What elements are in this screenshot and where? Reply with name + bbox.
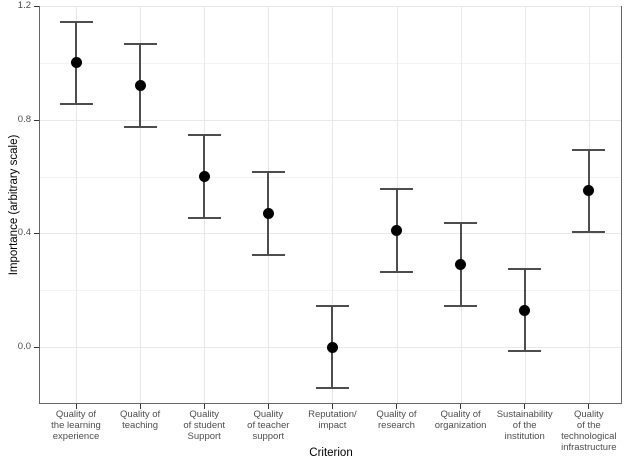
x-category-label: Quality of teaching	[120, 409, 160, 431]
error-bar-cap-bottom	[508, 350, 542, 353]
x-tick-mark	[588, 404, 590, 409]
x-category-label: Quality of the technological infrastructure	[561, 409, 616, 453]
x-category-label-line: Support	[187, 431, 221, 442]
x-category-label-line: Quality	[253, 409, 284, 420]
error-bar-cap-bottom	[123, 125, 157, 128]
x-category-label-line: Quality of	[376, 409, 417, 420]
gridline-x-major	[332, 7, 334, 403]
x-category-label-line: of the	[576, 420, 601, 431]
y-axis-title: Importance (arbitrary scale)	[8, 134, 20, 276]
x-tick-mark	[524, 404, 526, 409]
error-bar-cap-bottom	[380, 270, 413, 273]
data-point	[134, 80, 146, 92]
data-point	[519, 304, 531, 316]
y-tick-label: 1.2	[17, 0, 31, 11]
x-category-label-line: Reputation/	[308, 409, 357, 420]
x-category-label-line: teaching	[122, 420, 159, 431]
gridline-x-major	[524, 7, 526, 403]
x-category-label-line: of student	[183, 420, 226, 431]
gridline-y-minor	[40, 290, 621, 292]
error-bar-cap-top	[572, 148, 606, 151]
x-category-label-line: support	[252, 431, 285, 442]
gridline-y-major	[40, 233, 621, 235]
error-bar-cap-top	[508, 267, 542, 270]
error-bar-cap-top	[59, 20, 93, 23]
error-bar-cap-top	[251, 171, 285, 174]
x-tick-mark	[139, 404, 141, 409]
x-category-label: Quality of organization	[435, 409, 487, 431]
data-point	[326, 341, 338, 353]
x-tick-mark	[331, 404, 333, 409]
x-category-label: Quality of research	[376, 409, 416, 431]
gridline-y-minor	[40, 176, 621, 178]
error-bar-cap-top	[444, 222, 478, 225]
x-tick-mark	[203, 404, 205, 409]
x-category-label-line: Quality of	[55, 409, 97, 420]
error-bar-cap-top	[315, 304, 349, 307]
y-tick-label: 0.8	[17, 113, 31, 125]
x-tick-mark	[460, 404, 462, 409]
plot-panel	[39, 6, 622, 404]
x-category-label-line: Quality of	[440, 409, 481, 420]
error-bar-cap-bottom	[59, 103, 93, 106]
x-category-label-line: the learning	[51, 420, 101, 431]
x-category-label: Reputation/impact	[308, 409, 357, 431]
error-bar-cap-top	[187, 134, 221, 137]
x-category-label-line: Sustainability	[496, 409, 553, 420]
data-point	[70, 57, 82, 69]
x-category-label-line: Quality	[189, 409, 219, 420]
x-category-label: Quality of the learning experience	[51, 409, 101, 442]
y-tick-mark	[34, 119, 39, 121]
data-point	[391, 225, 402, 237]
gridline-y-major	[40, 119, 621, 121]
y-tick-label: 0.0	[17, 341, 31, 353]
error-bar-cap-bottom	[572, 231, 606, 233]
gridline-x-major	[76, 7, 77, 403]
x-category-label-line: technological	[561, 431, 617, 442]
error-bar-cap-bottom	[315, 387, 349, 390]
x-tick-mark	[267, 404, 269, 409]
x-tick-mark	[396, 404, 397, 409]
x-category-label-line: Quality	[574, 409, 604, 420]
x-category-label: Quality of student Support	[183, 409, 225, 442]
x-category-label-line: Quality of	[120, 409, 161, 420]
error-bar-cap-top	[380, 188, 413, 191]
gridline-y-minor	[40, 62, 621, 64]
x-axis-title: Criterion	[309, 447, 353, 459]
x-category-label-line: impact	[318, 420, 347, 431]
gridline-x-major	[460, 7, 462, 403]
error-bar-cap-top	[123, 43, 157, 46]
x-category-label-line: of the	[512, 420, 537, 431]
data-point	[455, 259, 467, 271]
y-tick-label: 0.4	[17, 227, 31, 239]
x-category-label-line: of teacher	[247, 420, 290, 431]
y-tick-mark	[34, 6, 39, 7]
data-point	[198, 171, 210, 183]
y-tick-mark	[34, 233, 39, 235]
x-category-label-line: organization	[434, 420, 487, 431]
data-point	[583, 185, 595, 197]
gridline-y-major	[40, 6, 621, 7]
x-category-label: Quality of teacher support	[247, 409, 289, 442]
data-point	[262, 208, 274, 220]
x-category-label-line: institution	[504, 431, 545, 442]
y-tick-mark	[34, 347, 39, 349]
x-category-label-line: research	[378, 420, 415, 431]
x-tick-mark	[75, 404, 77, 409]
gridline-x-major	[140, 7, 142, 403]
error-bar-cap-bottom	[444, 304, 478, 307]
x-category-label-line: infrastructure	[561, 442, 617, 453]
x-category-label: Sustainability of the institution	[497, 409, 553, 442]
error-bar-cap-bottom	[187, 216, 221, 219]
error-bar-cap-bottom	[251, 253, 285, 256]
x-category-label-line: experience	[52, 431, 100, 442]
